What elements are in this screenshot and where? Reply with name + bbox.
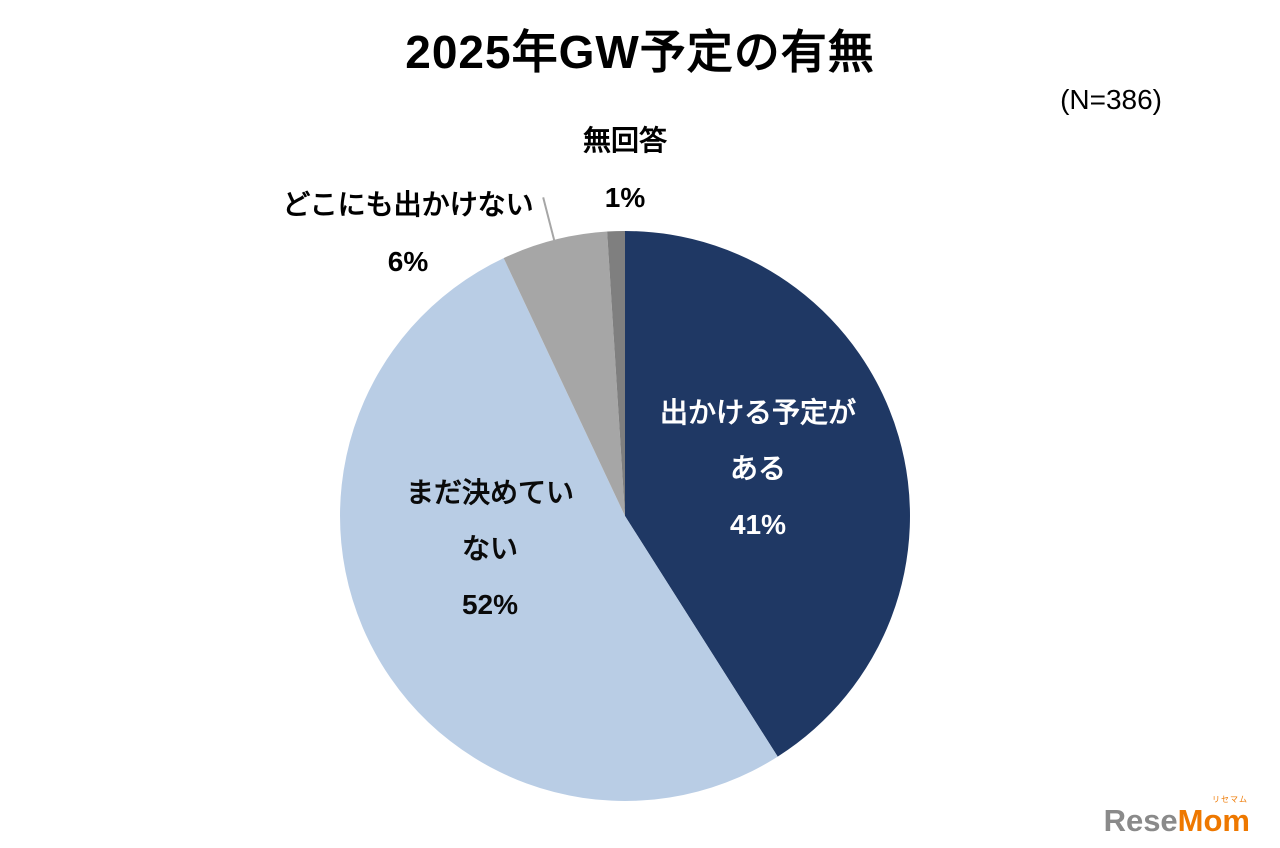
callout-go-nowhere-label: どこにも出かけない <box>282 189 534 220</box>
logo-ruby-text: リセマム <box>1212 795 1248 804</box>
pie-slice-3 <box>607 231 625 516</box>
callout-no-answer: 無回答 1% <box>583 112 667 226</box>
slice-label-undecided-line1: まだ決めてい <box>405 477 575 508</box>
leader-line-go-nowhere <box>542 197 556 243</box>
slice-label-undecided-pct: 52% <box>461 589 519 620</box>
logo-text-rese: Rese <box>1103 803 1178 838</box>
chart-title: 2025年GW予定の有無 <box>405 26 875 78</box>
pie-slice-2 <box>503 231 625 516</box>
callout-go-nowhere: どこにも出かけない 6% <box>282 176 533 290</box>
callout-no-answer-pct: 1% <box>604 182 646 213</box>
slice-label-have-plans: 出かける予定が ある 41% <box>660 385 856 553</box>
callout-no-answer-label: 無回答 <box>582 125 668 156</box>
logo-text-mom: Mom <box>1177 803 1250 838</box>
slice-label-undecided-line2: ない <box>461 533 519 564</box>
sample-size-label: (N=386) <box>1060 84 1162 115</box>
resemom-logo: Rese リセマム Mom <box>1103 796 1250 838</box>
slice-label-have-plans-line2: ある <box>729 453 787 484</box>
slice-label-have-plans-line1: 出かける予定が <box>659 397 857 428</box>
pie-slice-1 <box>340 258 778 801</box>
slice-label-undecided: まだ決めてい ない 52% <box>406 465 574 633</box>
pie-slice-0 <box>625 231 910 757</box>
slice-label-have-plans-pct: 41% <box>729 509 787 540</box>
callout-go-nowhere-pct: 6% <box>387 246 429 277</box>
